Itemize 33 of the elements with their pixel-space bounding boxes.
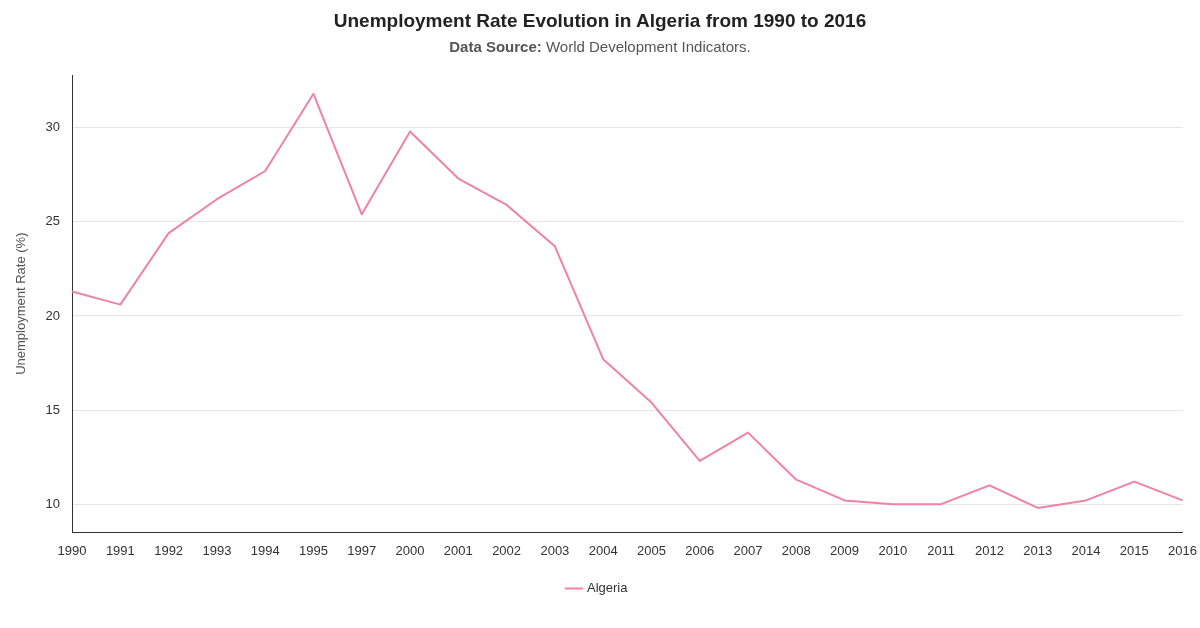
x-tick-label: 2004 [588,542,618,558]
x-tick-label: 2011 [927,542,956,558]
y-tick-label: 30 [45,119,61,135]
x-tick-label: 1993 [202,542,232,558]
y-tick-label: 25 [45,213,61,229]
y-tick-label: 10 [45,495,61,511]
x-tick-label: 2015 [1119,542,1149,558]
chart-title: Unemployment Rate Evolution in Algeria from 1990 to 2016 [332,10,868,32]
x-tick-label: 2007 [733,542,763,558]
chart-subtitle: Data Source: World Development Indicators. [448,38,752,55]
x-tick-label: 2012 [974,542,1004,558]
x-tick-label: 2014 [1071,542,1101,558]
x-tick-label: 2010 [878,542,908,558]
x-tick-label: 2008 [781,542,811,558]
y-axis-title: Unemployment Rate (%) [13,232,29,375]
y-tick-label: 20 [45,307,61,323]
x-tick-label: 1994 [250,542,280,558]
x-tick-label: 2013 [1023,542,1053,558]
x-tick-label: 1995 [299,542,328,558]
x-tick-label: 2000 [395,542,425,558]
legend-label: Algeria [587,580,629,596]
y-tick-label: 15 [45,401,61,417]
x-tick-label: 2002 [492,542,522,558]
x-tick-label: 1997 [347,542,377,558]
x-tick-label: 1991 [105,542,135,558]
x-tick-label: 2003 [540,542,570,558]
x-tick-label: 2001 [443,542,473,558]
x-tick-label: 2006 [685,542,715,558]
x-tick-label: 1992 [154,542,184,558]
x-tick-label: 2016 [1168,542,1197,558]
x-tick-label: 2005 [636,542,666,558]
x-tick-label: 1990 [57,542,87,558]
x-tick-label: 2009 [830,542,860,558]
